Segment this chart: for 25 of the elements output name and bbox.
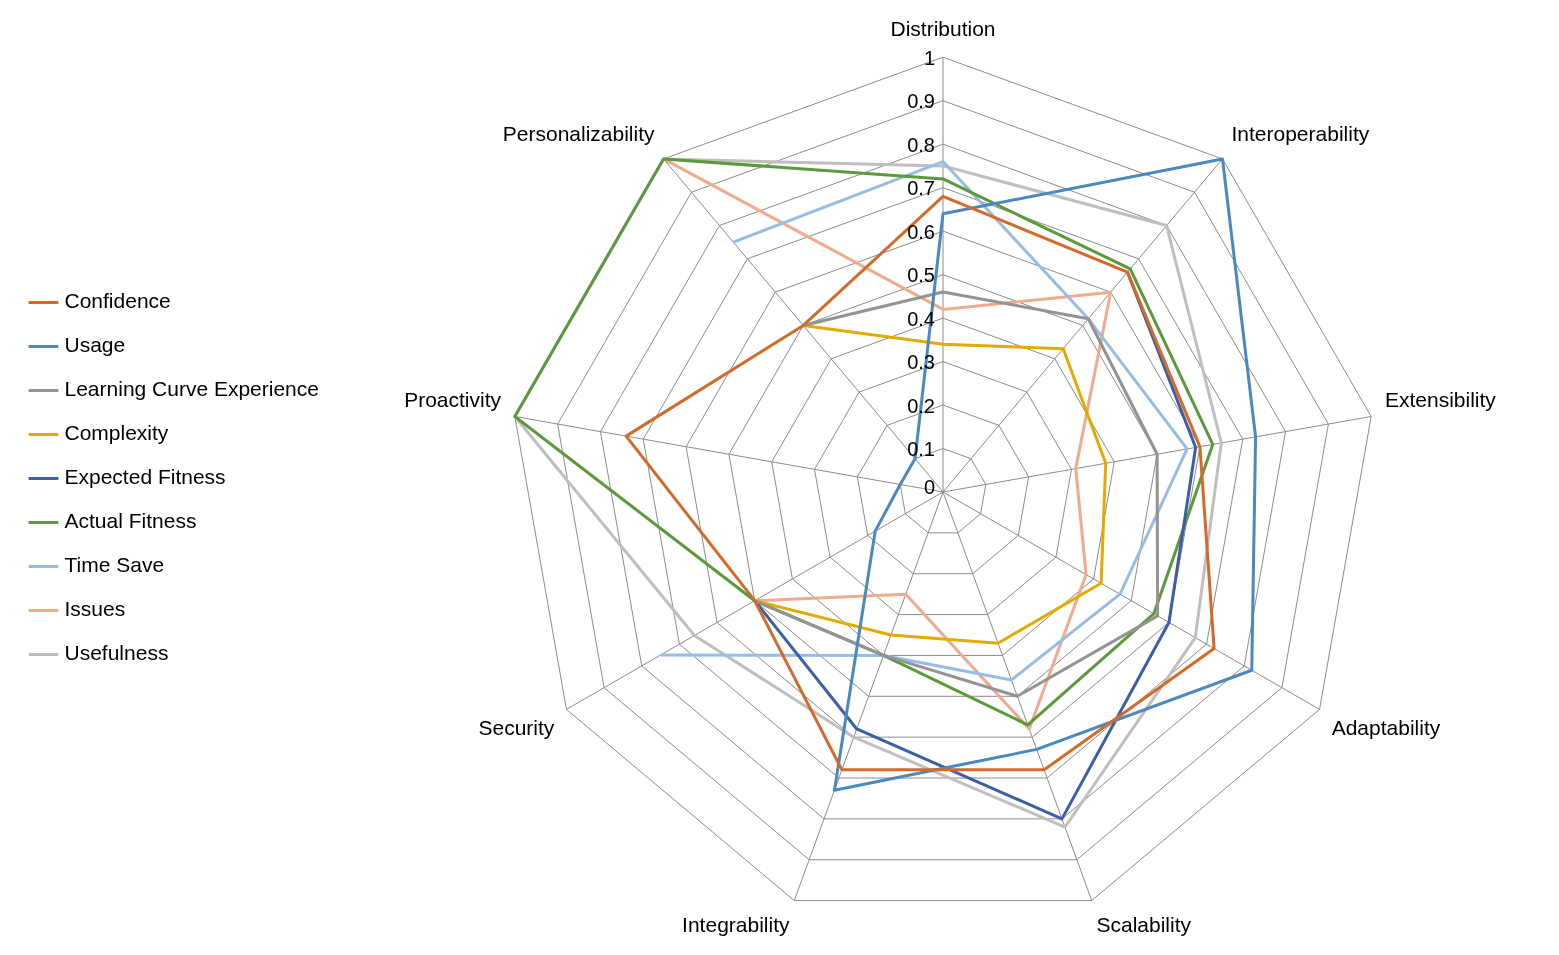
y-tick-label: 0.5 bbox=[907, 264, 935, 287]
spoke-label: Security bbox=[478, 715, 555, 739]
legend-label: Usage bbox=[64, 333, 126, 357]
spoke-label: Personalizability bbox=[502, 122, 655, 146]
y-tick-label: 0 bbox=[923, 475, 935, 498]
legend-label: Expected Fitness bbox=[64, 465, 226, 489]
legend-label: Actual Fitness bbox=[64, 509, 197, 533]
spoke-label: Integrability bbox=[682, 913, 790, 937]
spoke-label: Scalability bbox=[1096, 913, 1192, 937]
legend-label: Confidence bbox=[64, 289, 171, 313]
legend-label: Usefulness bbox=[64, 641, 169, 665]
spoke-label: Extensibility bbox=[1384, 388, 1497, 412]
y-tick-label: 0.8 bbox=[907, 133, 935, 156]
y-tick-label: 0.6 bbox=[907, 220, 935, 243]
spoke-label: Interoperability bbox=[1231, 122, 1370, 146]
legend-label: Complexity bbox=[64, 421, 169, 445]
y-tick-label: 0.7 bbox=[907, 177, 935, 200]
spoke-label: Adaptability bbox=[1331, 715, 1441, 739]
y-tick-label: 0.9 bbox=[907, 90, 935, 113]
legend-label: Time Save bbox=[64, 553, 165, 577]
spoke-label: Proactivity bbox=[404, 388, 502, 412]
legend-label: Issues bbox=[64, 597, 126, 621]
legend-label: Learning Curve Experience bbox=[64, 377, 319, 401]
y-tick-label: 1 bbox=[923, 46, 935, 69]
spoke-label: Distribution bbox=[890, 17, 996, 41]
